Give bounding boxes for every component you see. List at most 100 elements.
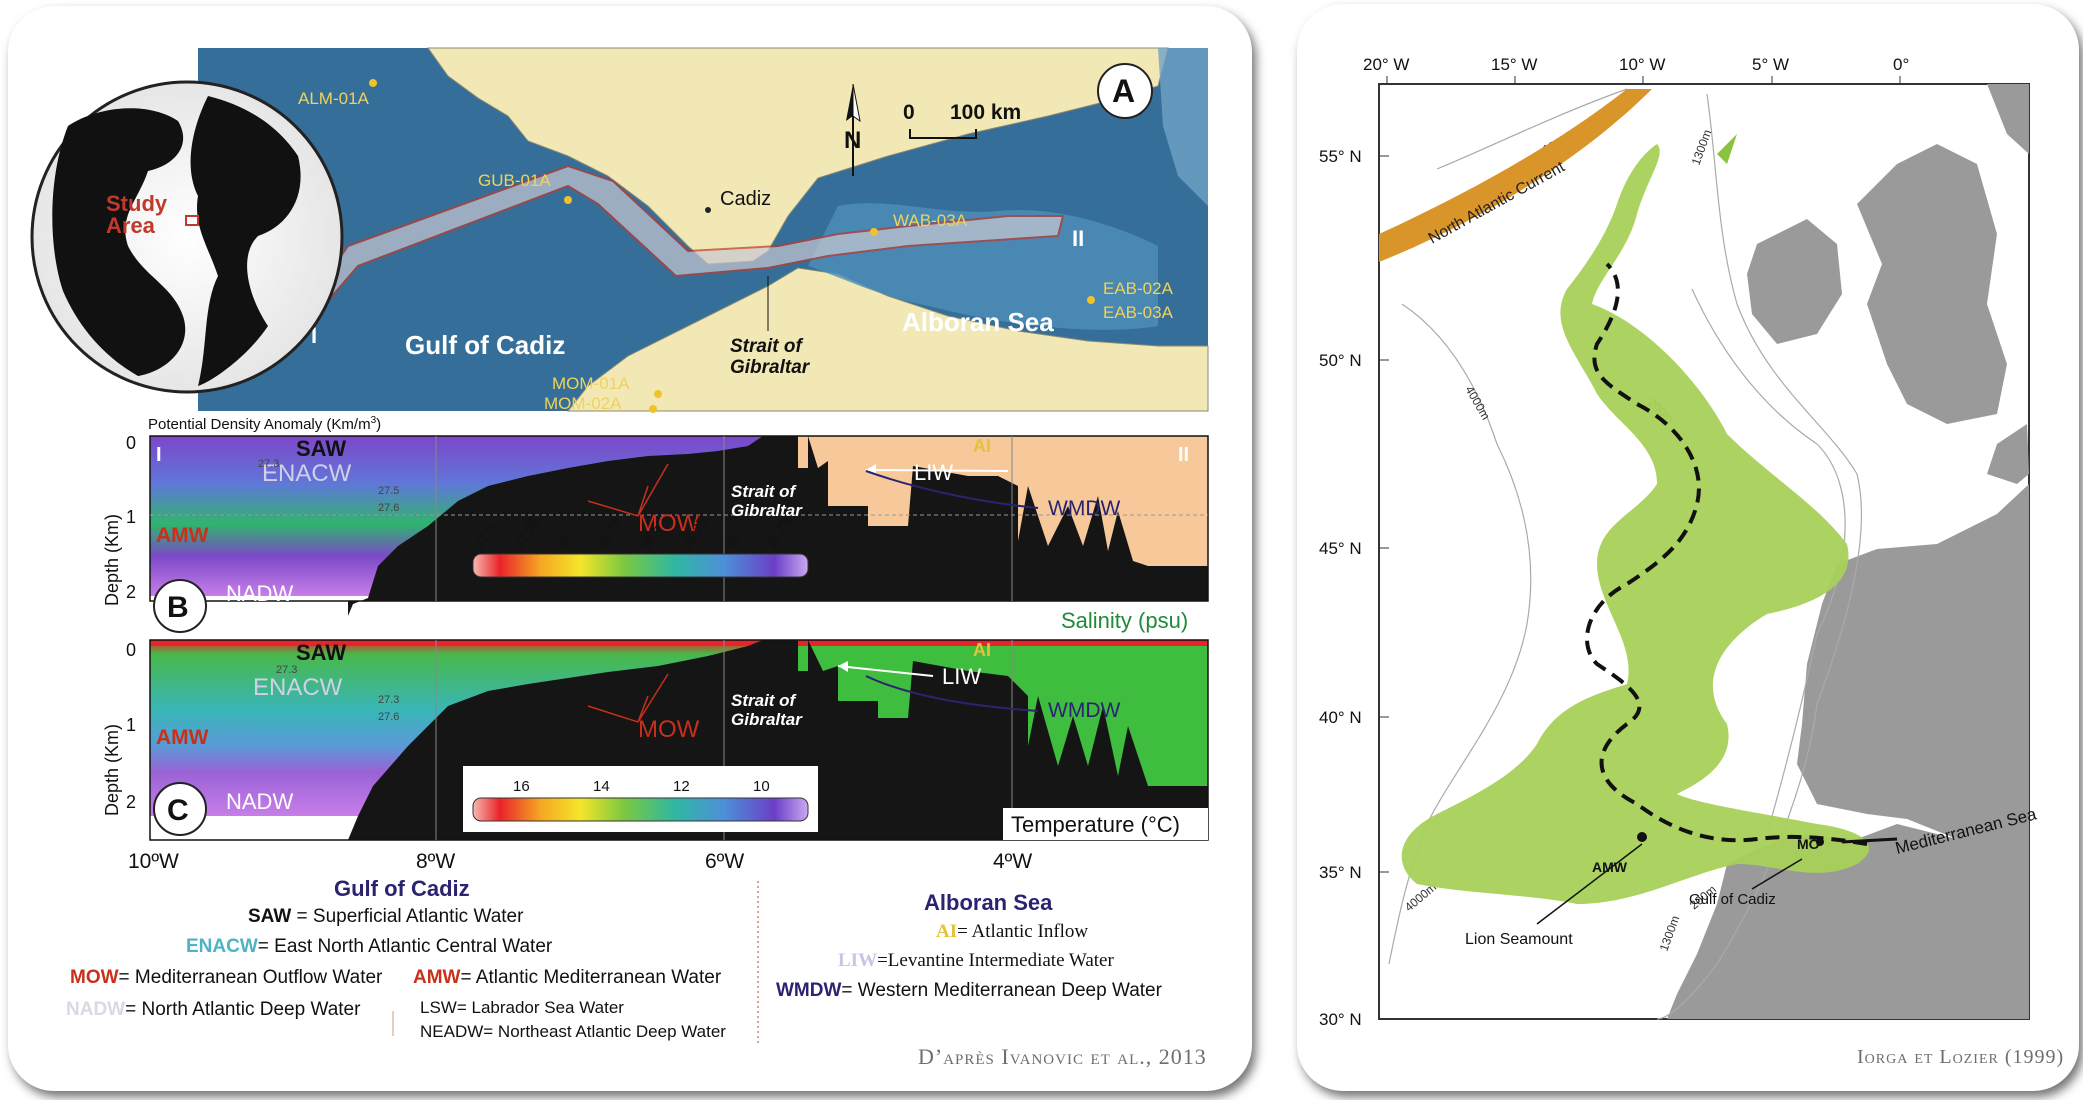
left-figure-svg: I II ALM-01A GUB-01A WAB-03A EAB-02A EAB… <box>30 47 1209 1046</box>
gulf-of-cadiz-label: Gulf of Cadiz <box>1689 891 1776 908</box>
lat-tick: 50° N <box>1319 351 1362 370</box>
left-figure-card: I II ALM-01A GUB-01A WAB-03A EAB-02A EAB… <box>8 6 1252 1091</box>
legend-item-saw: SAW = Superficial Atlantic Water <box>248 906 524 927</box>
legend-item-amw: AMW= Atlantic Mediterranean Water <box>413 967 722 988</box>
transect-band <box>296 164 1065 326</box>
svg-text:36: 36 <box>721 531 743 553</box>
transect-end-label: II <box>1072 226 1084 251</box>
ireland-land <box>1747 219 1842 344</box>
isopycnal-b: 27.6 <box>378 502 399 514</box>
lon-tick: 5° W <box>1752 55 1789 74</box>
salinity-colorbar <box>472 553 809 578</box>
x-axis: 10ºW 8ºW 6ºW 4ºW <box>128 850 1032 873</box>
water-label-saw-c: SAW <box>296 640 346 665</box>
north-atlantic-current <box>1379 89 1652 262</box>
xtick: 8ºW <box>416 850 455 873</box>
panel-c-temperature: 0 1 2 Depth (Km) SAW ENACW AMW NADW MOW … <box>102 639 1209 841</box>
study-area-label-2: Area <box>106 213 156 238</box>
svg-text:N: N <box>844 127 861 154</box>
globe-inset: Study Area <box>30 80 344 394</box>
water-label-amw-c: AMW <box>156 726 209 749</box>
water-label-mow-c: MOW <box>638 716 700 743</box>
flow-arrows <box>1585 262 1868 846</box>
right-credit: Iorga et Lozier (1999) <box>1857 1046 2065 1068</box>
legend-item-wmdw: WMDW= Western Mediterranean Deep Water <box>776 980 1162 1001</box>
ytick-b: 0 <box>126 433 136 453</box>
legend-item-lsw: LSW= Labrador Sea Water <box>420 998 624 1017</box>
panel-a-map: I II ALM-01A GUB-01A WAB-03A EAB-02A EAB… <box>198 47 1209 413</box>
station-marker <box>654 390 662 398</box>
lat-tick: 35° N <box>1319 863 1362 882</box>
water-label-ai-b: AI <box>973 436 991 456</box>
strait-label-c-2: Gibraltar <box>731 710 803 729</box>
svg-text:14: 14 <box>593 778 610 795</box>
water-label-mow-b: MOW <box>638 510 700 537</box>
station-marker <box>1087 296 1095 304</box>
strait-label-b-2: Gibraltar <box>731 501 803 520</box>
lon-tick: 10° W <box>1619 55 1665 74</box>
study-area-box <box>185 215 199 226</box>
legend-item-enacw: ENACW= East North Atlantic Central Water <box>186 936 553 957</box>
legend-item-neadw: NEADW= Northeast Atlantic Deep Water <box>420 1022 726 1041</box>
lion-seamount-marker <box>1637 832 1647 842</box>
lon-axis: 20° W 15° W 10° W 5° W 0° <box>1363 55 1909 84</box>
lon-tick: 20° W <box>1363 55 1409 74</box>
legend-alboran-title: Alboran Sea <box>924 890 1053 915</box>
isopycnal-c: 27.3 <box>378 694 399 706</box>
mo-label: MO <box>1797 836 1820 852</box>
water-label-saw-b: SAW <box>296 436 346 461</box>
variable-label-salinity: Salinity (psu) <box>1061 608 1188 633</box>
place-label-gulf: Gulf of Cadiz <box>405 330 565 360</box>
lon-tick: 0° <box>1893 55 1909 74</box>
xtick: 6ºW <box>705 850 744 873</box>
panel-b-salinity: 0 1 2 Depth (Km) I II SAW ENACW AMW NADW… <box>102 433 1209 636</box>
station-marker <box>870 228 878 236</box>
right-figure-card: 20° W 15° W 10° W 5° W 0° 55° N 50° N 45… <box>1297 4 2079 1091</box>
xtick: 10ºW <box>128 850 179 873</box>
place-label-alboran: Alboran Sea <box>902 307 1054 337</box>
scale-bar: 0 100 km <box>903 101 1021 139</box>
water-label-wmdw-c: WMDW <box>1048 699 1120 722</box>
svg-text:37: 37 <box>553 531 575 553</box>
legend-item-mow: MOW= Mediterranean Outflow Water <box>70 967 383 988</box>
xtick: 4ºW <box>993 850 1032 873</box>
lat-axis: 55° N 50° N 45° N 40° N 35° N 30° N <box>1319 147 1389 1029</box>
place-label-cadiz: Cadiz <box>720 188 771 210</box>
mo-marker <box>1816 838 1824 846</box>
ylabel-b: Depth (Km) <box>102 514 122 606</box>
station-label: MOM-01A <box>552 374 630 393</box>
svg-text:100 km: 100 km <box>950 101 1021 124</box>
station-marker <box>369 79 377 87</box>
right-map-svg: 20° W 15° W 10° W 5° W 0° 55° N 50° N 45… <box>1319 55 2039 1029</box>
water-label-nadw-c: NADW <box>226 789 293 814</box>
legend-item-liw: LIW=Levantine Intermediate Water <box>838 950 1114 971</box>
water-label-enacw-b: ENACW <box>262 460 352 487</box>
water-label-nadw-b: NADW <box>226 581 293 606</box>
left-credit: D’après Ivanovic et al., 2013 <box>918 1044 1207 1069</box>
transect-start-label: I <box>311 323 317 348</box>
temperature-ticks: 16 14 12 10 <box>513 778 770 795</box>
svg-text:16: 16 <box>513 778 530 795</box>
panel-a-label: A <box>1112 73 1135 109</box>
variable-label-temperature: Temperature (°C) <box>1011 812 1180 837</box>
ytick-c: 1 <box>126 715 136 735</box>
ylabel-c: Depth (Km) <box>102 724 122 816</box>
stations: ALM-01A GUB-01A WAB-03A EAB-02A EAB-03A … <box>298 79 1174 413</box>
ytick-c: 0 <box>126 640 136 660</box>
station-label: MOM-02A <box>544 394 622 413</box>
water-label-amw-b: AMW <box>156 524 209 547</box>
water-label-enacw-c: ENACW <box>253 674 343 701</box>
svg-text:12: 12 <box>673 778 690 795</box>
mow-plume <box>1401 144 1870 904</box>
strait-label-b-1: Strait of <box>731 482 798 501</box>
ytick-b: 2 <box>126 582 136 602</box>
legend-item-ai: AI= Atlantic Inflow <box>936 921 1089 942</box>
station-marker <box>564 196 572 204</box>
lat-tick: 30° N <box>1319 1010 1362 1029</box>
ytick-c: 2 <box>126 792 136 812</box>
lion-seamount-label: Lion Seamount <box>1465 931 1573 948</box>
study-area-label-1: Study <box>106 191 168 216</box>
lat-tick: 40° N <box>1319 708 1362 727</box>
legend-gulf-title: Gulf of Cadiz <box>334 876 470 901</box>
water-label-ai-c: AI <box>973 640 991 660</box>
